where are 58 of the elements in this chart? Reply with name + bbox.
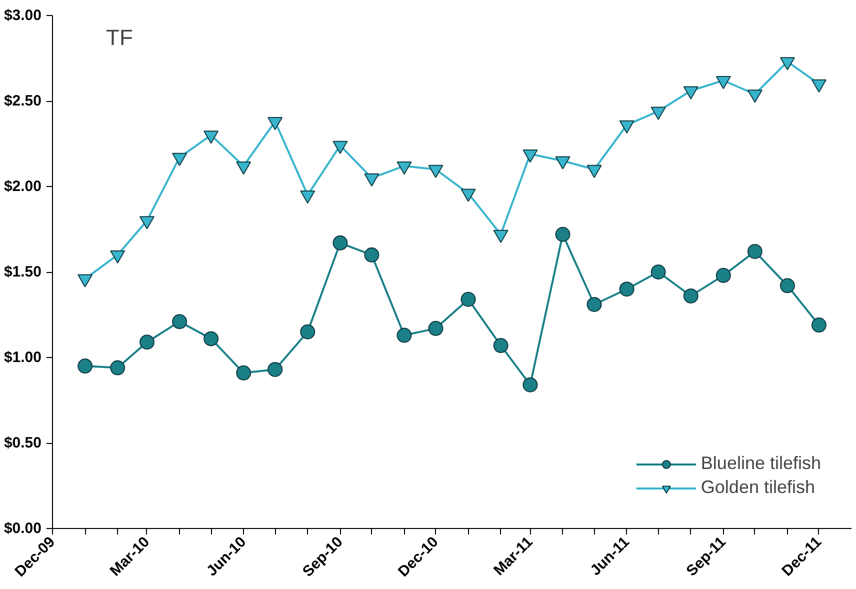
chart-title: TF: [106, 25, 133, 50]
point: [300, 324, 316, 340]
point: [172, 152, 188, 166]
point: [268, 362, 283, 377]
point: [396, 161, 412, 175]
point: [493, 338, 508, 354]
legend-label: Blueline tilefish: [700, 453, 821, 474]
point: [780, 57, 795, 70]
point: [396, 328, 412, 343]
point: [332, 140, 348, 154]
point: [522, 149, 538, 163]
point: [747, 90, 762, 103]
y-tick-label: $2.50: [4, 92, 42, 110]
legend-label: Golden tilefish: [700, 477, 815, 498]
y-tick-label: $0.00: [4, 520, 42, 537]
point: [460, 292, 476, 307]
point: [650, 106, 666, 120]
point: [780, 278, 795, 294]
point: [619, 282, 634, 297]
point: [139, 216, 154, 230]
point: [364, 247, 380, 262]
point: [811, 318, 826, 332]
point: [110, 250, 126, 264]
point: [110, 360, 126, 376]
point: [555, 156, 570, 170]
point: [619, 120, 634, 134]
point: [268, 116, 283, 130]
point: [683, 288, 698, 304]
point: [236, 365, 252, 380]
point: [716, 268, 731, 283]
point: [139, 334, 154, 350]
point: [364, 173, 380, 187]
point: [747, 244, 762, 259]
point: [78, 358, 93, 374]
point: [811, 79, 826, 92]
point: [428, 164, 444, 178]
y-tick-label: $0.50: [4, 434, 42, 452]
point: [204, 331, 219, 346]
point: [300, 190, 316, 204]
y-tick-label: $1.00: [4, 349, 42, 366]
point: [586, 164, 602, 178]
point: [204, 130, 219, 144]
point: [650, 264, 666, 280]
point: [683, 86, 698, 100]
y-tick-label: $1.50: [4, 264, 42, 280]
point: [586, 297, 602, 312]
point: [716, 76, 731, 90]
point: [172, 314, 188, 330]
point: [78, 274, 93, 288]
y-tick-label: $2.00: [4, 178, 42, 195]
point: [428, 320, 444, 336]
point: [555, 226, 570, 242]
y-tick-label: $3.00: [4, 7, 42, 24]
point: [332, 235, 348, 250]
point: [493, 230, 508, 243]
point: [522, 377, 538, 392]
point: [460, 188, 476, 202]
point: [236, 161, 252, 175]
